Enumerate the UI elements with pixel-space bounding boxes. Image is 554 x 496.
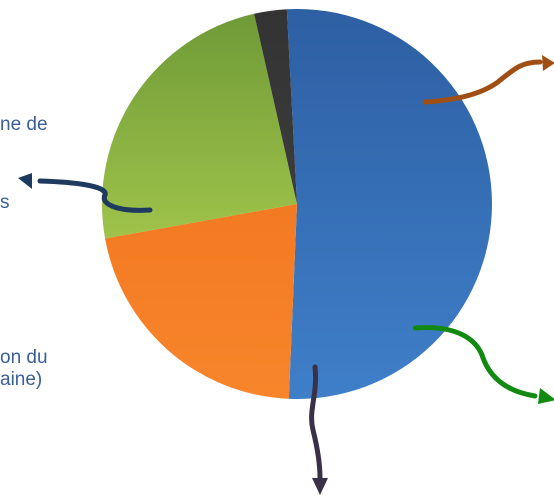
- pie-slice-2: [105, 204, 298, 399]
- callout-arrowhead-4: [312, 478, 328, 495]
- label-fragment-2: s: [0, 192, 10, 213]
- pie-slice-4: [254, 9, 297, 204]
- label-fragment-1: ne de: [0, 114, 48, 135]
- callout-arrow-4: [309, 364, 323, 481]
- callout-arrow-3: [412, 325, 538, 399]
- label-fragment-4: aine): [0, 369, 43, 390]
- pie-slices: [102, 8, 493, 399]
- callout-arrowhead-2: [542, 55, 554, 71]
- callout-arrow-2: [422, 59, 543, 105]
- pie-slice-1: [286, 8, 493, 399]
- callout-arrow-1: [37, 178, 153, 213]
- label-fragment-3: on du: [0, 347, 48, 368]
- callout-arrowhead-3: [538, 388, 554, 404]
- callout-arrowhead-1: [18, 173, 32, 189]
- callout-arrows: [18, 55, 554, 495]
- pie-slice-3: [102, 13, 298, 239]
